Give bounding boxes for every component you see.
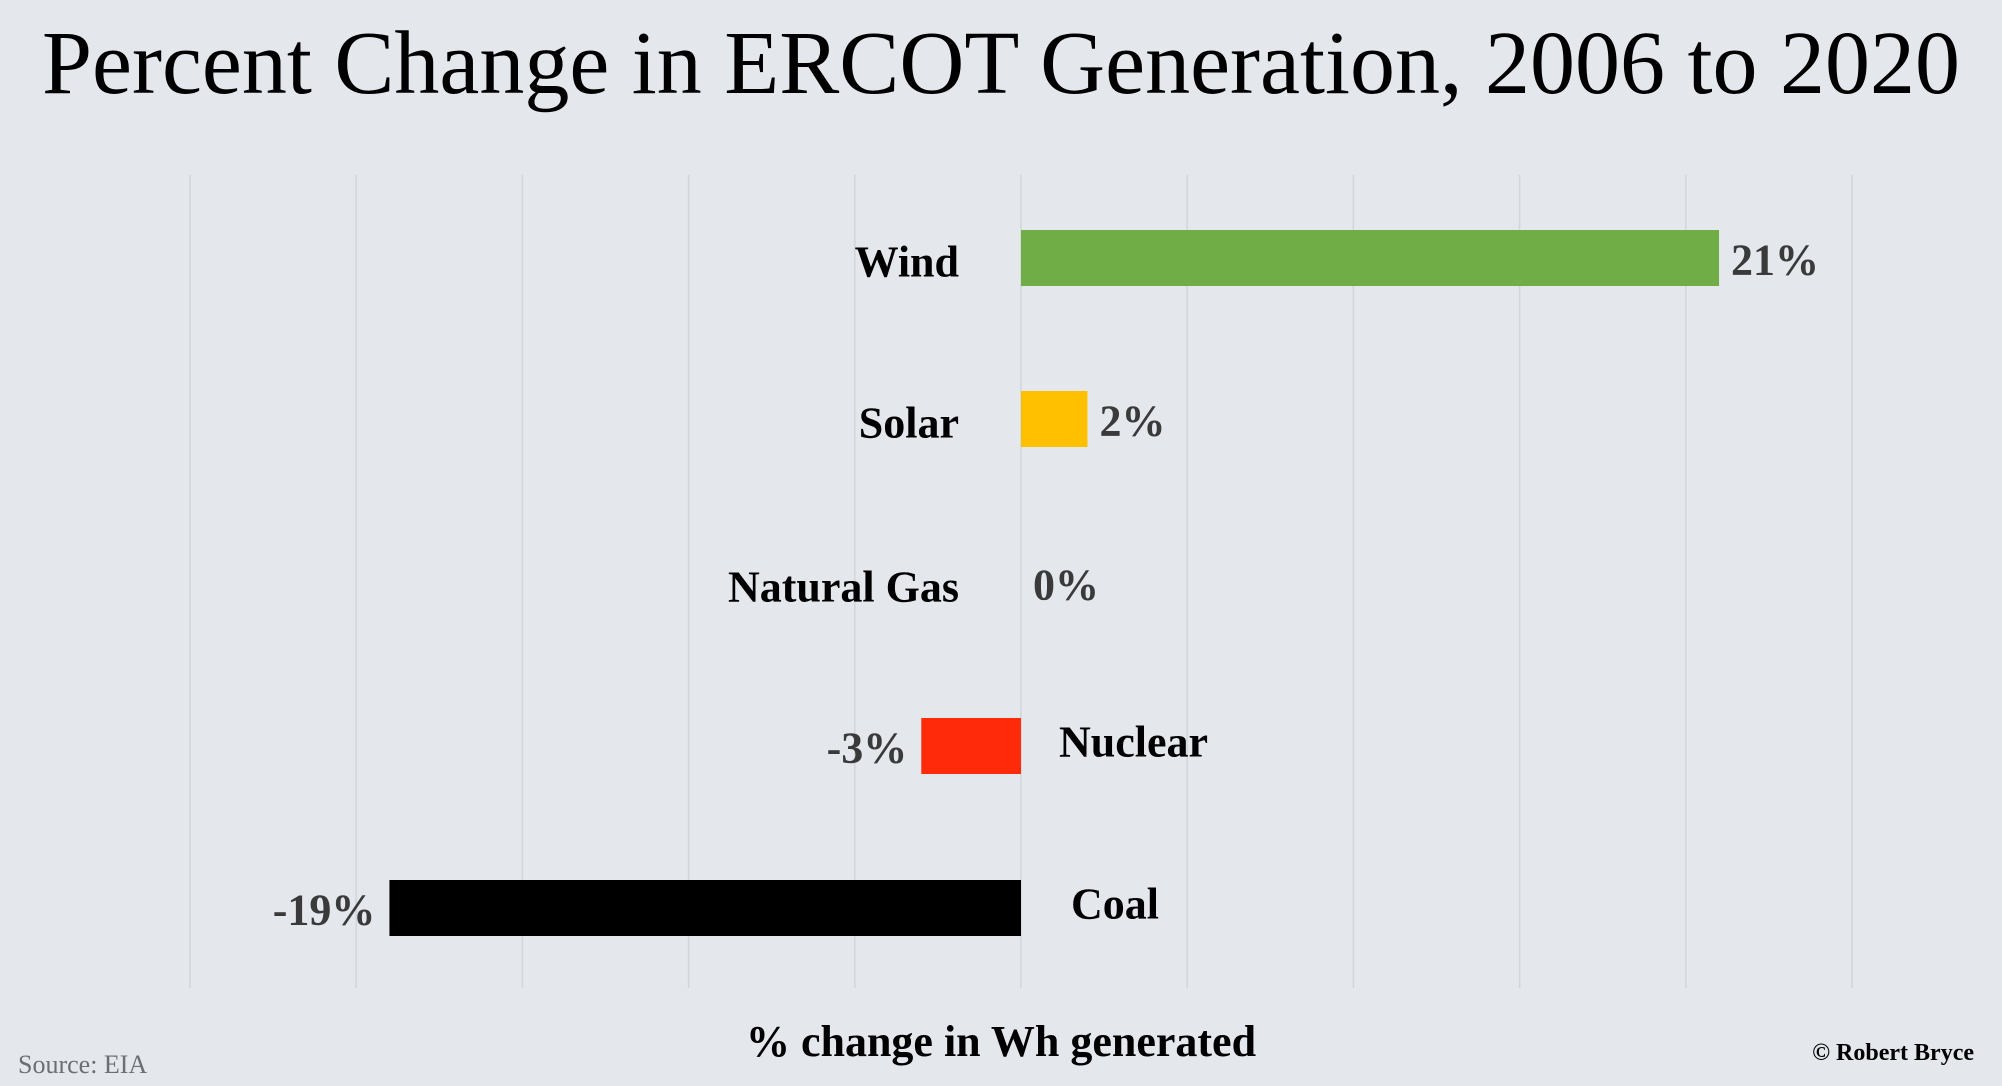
- bar-coal: [389, 880, 1021, 936]
- value-label-coal: -19%: [273, 886, 376, 935]
- bar-wind: [1021, 230, 1720, 286]
- value-label-solar: 2%: [1099, 397, 1165, 446]
- bar-solar: [1021, 391, 1088, 447]
- bars: [389, 230, 1720, 936]
- chart-title: Percent Change in ERCOT Generation, 2006…: [42, 14, 1960, 113]
- value-label-nuclear: -3%: [827, 724, 908, 773]
- value-label-wind: 21%: [1731, 236, 1819, 285]
- x-axis-label: % change in Wh generated: [745, 1017, 1257, 1066]
- category-label-natural-gas: Natural Gas: [728, 563, 959, 612]
- bar-labels: Wind 21% Solar 2% Natural Gas 0% Nuclear -3% Coa…: [273, 236, 1819, 935]
- copyright-note: © Robert Bryce: [1812, 1040, 1974, 1066]
- category-label-nuclear: Nuclear: [1059, 718, 1208, 767]
- source-note: Source: EIA: [18, 1050, 148, 1079]
- value-label-natural-gas: 0%: [1033, 561, 1099, 610]
- category-label-coal: Coal: [1071, 880, 1159, 929]
- bar-nuclear: [921, 718, 1021, 774]
- category-label-wind: Wind: [855, 238, 959, 287]
- gridlines: [189, 175, 1853, 988]
- category-label-solar: Solar: [859, 399, 959, 448]
